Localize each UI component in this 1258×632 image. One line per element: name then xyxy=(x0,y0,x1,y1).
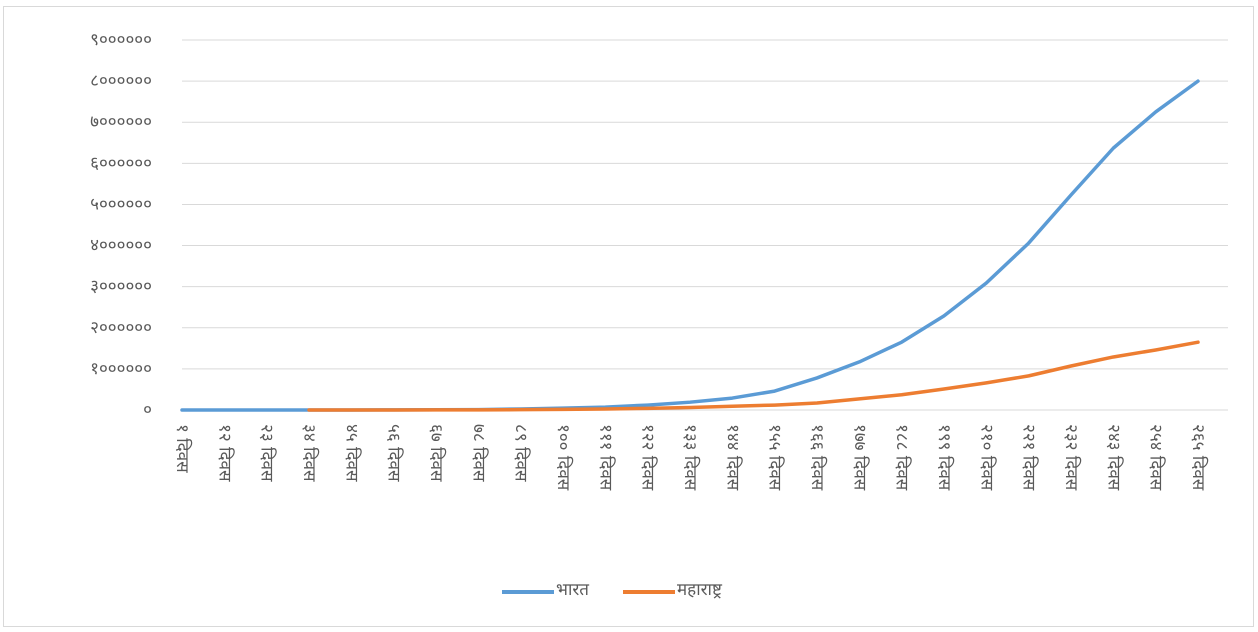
y-tick-label: ७०००००० xyxy=(90,112,152,132)
legend-label: भारत xyxy=(556,580,589,600)
series-line xyxy=(307,340,1200,412)
x-tick-label: १११ दिवस xyxy=(595,424,616,491)
x-tick-label: ५६ दिवस xyxy=(384,424,405,482)
y-tick-label: ९०००००० xyxy=(90,30,152,50)
x-tick-label: १९९ दिवस xyxy=(934,424,955,491)
x-tick-label: ८९ दिवस xyxy=(511,424,532,482)
x-tick-label: २६५ दिवस xyxy=(1188,424,1209,491)
x-tick-label: १७७ दिवस xyxy=(849,424,870,491)
chart-border xyxy=(3,6,1254,627)
x-tick-label: १५५ दिवस xyxy=(765,424,786,491)
y-tick-label: २०००००० xyxy=(90,318,152,338)
y-tick-label: १०००००० xyxy=(90,359,152,379)
x-tick-label: २३२ दिवस xyxy=(1061,424,1082,491)
y-tick-label: ४०००००० xyxy=(90,236,152,256)
y-tick-label: ० xyxy=(143,400,152,420)
x-tick-label: १४४ दिवस xyxy=(722,424,743,491)
x-tick-label: १३३ दिवस xyxy=(680,424,701,491)
x-tick-label: १०० दिवस xyxy=(553,424,574,491)
legend-label: महाराष्ट्र xyxy=(677,580,723,600)
x-tick-label: १२ दिवस xyxy=(214,424,235,482)
x-tick-label: ३४ दिवस xyxy=(299,424,320,482)
x-tick-label: २२१ दिवस xyxy=(1019,424,1040,491)
x-tick-label: १६६ दिवस xyxy=(807,424,828,491)
x-tick-label: १८८ दिवस xyxy=(892,424,913,491)
y-tick-label: ५०००००० xyxy=(90,194,152,214)
y-tick-label: ६०००००० xyxy=(90,153,152,173)
x-tick-label: २३ दिवस xyxy=(257,424,278,482)
x-tick-label: ४५ दिवस xyxy=(341,424,362,482)
x-tick-label: २१० दिवस xyxy=(976,424,997,491)
x-tick-label: १ दिवस xyxy=(172,424,193,473)
x-tick-label: २४३ दिवस xyxy=(1103,424,1124,491)
x-tick-label: २५४ दिवस xyxy=(1146,424,1167,491)
x-tick-label: १२२ दिवस xyxy=(638,424,659,491)
y-tick-label: ३०००००० xyxy=(90,277,152,297)
x-tick-label: ६७ दिवस xyxy=(426,424,447,482)
x-tick-label: ७८ दिवस xyxy=(468,424,489,482)
y-tick-label: ८०००००० xyxy=(90,71,152,91)
